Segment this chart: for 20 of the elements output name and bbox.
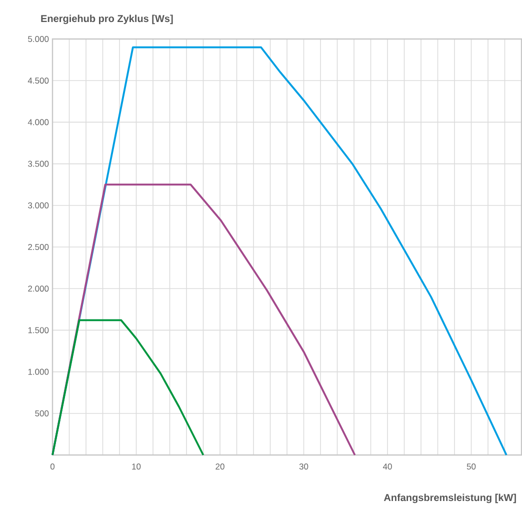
x-tick-label: 50 — [466, 464, 476, 470]
x-axis-title: Anfangsbremsleistung [kW] — [384, 494, 516, 504]
x-tick-label: 20 — [216, 464, 224, 470]
y-tick-label: 5.000 — [28, 36, 49, 42]
y-tick-label: 3.500 — [28, 160, 49, 167]
y-tick-label: 1.500 — [28, 327, 49, 334]
y-tick-label: 2.500 — [28, 244, 49, 250]
y-tick-label: 4.500 — [28, 78, 49, 84]
y-tick-label: 4.000 — [28, 119, 49, 126]
y-axis-title: Energiehub pro Zyklus [Ws] — [41, 14, 173, 24]
x-tick-label: 0 — [50, 464, 55, 470]
y-tick-label: 2.000 — [28, 286, 49, 292]
x-tick-label: 40 — [382, 464, 392, 470]
x-tick-label: 10 — [132, 464, 141, 470]
y-tick-label: 3.000 — [28, 202, 49, 208]
line-series — [52, 184, 356, 456]
y-tick-label: 1.000 — [28, 368, 49, 375]
x-tick-label: 30 — [299, 464, 308, 470]
y-tick-label: 500 — [35, 410, 49, 416]
line-series — [52, 319, 204, 456]
